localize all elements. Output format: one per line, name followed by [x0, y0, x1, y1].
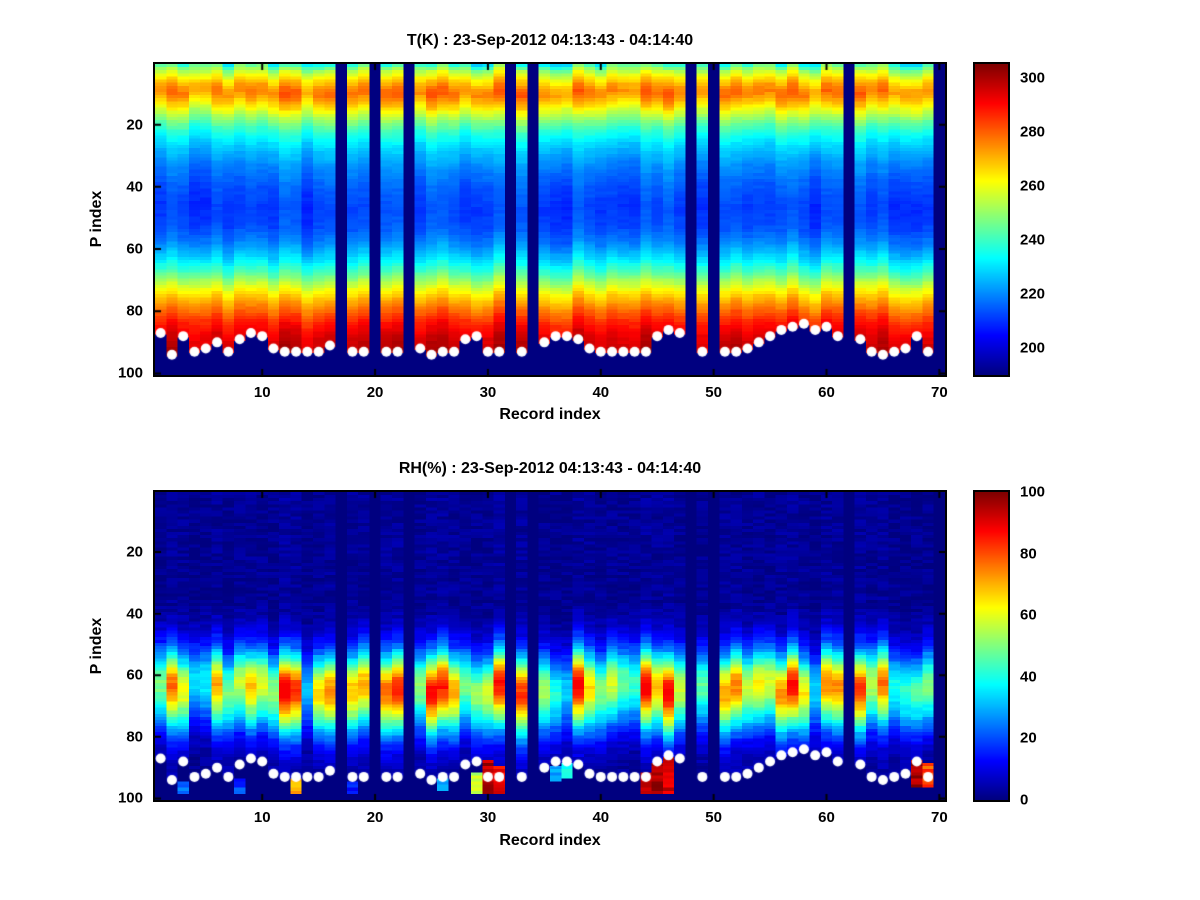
temperature-heatmap [153, 62, 947, 377]
x-tick-label: 50 [705, 809, 722, 826]
colorbar-tick-label: 280 [1020, 123, 1046, 141]
y-tick-label: 80 [126, 302, 143, 320]
colorbar-tick-label: 240 [1020, 231, 1046, 249]
x-tick-label: 70 [931, 384, 948, 401]
colorbar-tick-label: 20 [1020, 729, 1037, 747]
x-tick-label: 60 [818, 384, 835, 401]
colorbar-tick-label: 260 [1020, 177, 1046, 195]
temperature-xaxis-label: Record index [499, 406, 601, 423]
temperature-yaxis-label: P index [88, 190, 105, 248]
colorbar-tick-label: 0 [1020, 791, 1029, 809]
humidity-heatmap [153, 490, 947, 802]
y-tick-label: 20 [126, 116, 143, 134]
y-tick-label: 100 [117, 364, 143, 382]
humidity-colorbar-canvas [975, 492, 1008, 800]
x-tick-label: 10 [253, 809, 271, 826]
humidity-overlay-canvas [155, 492, 945, 800]
colorbar-tick-label: 40 [1020, 668, 1037, 686]
colorbar-tick-label: 220 [1020, 285, 1046, 303]
temperature-plot-title: T(K) : 23-Sep-2012 04:13:43 - 04:14:40 [406, 32, 694, 49]
x-tick-label: 40 [592, 809, 610, 826]
temperature-overlay-canvas [155, 64, 945, 375]
temperature-colorbar [973, 62, 1010, 377]
humidity-xaxis-label: Record index [499, 832, 601, 849]
x-tick-label: 60 [818, 809, 835, 826]
y-tick-label: 20 [126, 543, 143, 561]
y-tick-label: 100 [117, 789, 143, 807]
x-tick-label: 20 [366, 384, 384, 401]
x-tick-label: 30 [479, 384, 497, 401]
temperature-colorbar-canvas [975, 64, 1008, 375]
colorbar-tick-label: 60 [1020, 606, 1037, 624]
humidity-plot-title: RH(%) : 23-Sep-2012 04:13:43 - 04:14:40 [398, 460, 702, 477]
y-tick-label: 60 [126, 240, 143, 258]
humidity-colorbar [973, 490, 1010, 802]
y-tick-label: 40 [126, 605, 143, 623]
y-tick-label: 80 [126, 728, 143, 746]
colorbar-tick-label: 200 [1020, 339, 1046, 357]
colorbar-tick-label: 100 [1020, 483, 1046, 501]
colorbar-tick-label: 80 [1020, 545, 1037, 563]
y-tick-label: 60 [126, 666, 143, 684]
colorbar-tick-label: 300 [1020, 69, 1046, 87]
x-tick-label: 30 [479, 809, 497, 826]
x-tick-label: 20 [366, 809, 384, 826]
humidity-yaxis-label: P index [88, 617, 105, 675]
x-tick-label: 10 [253, 384, 271, 401]
x-tick-label: 50 [705, 384, 722, 401]
y-tick-label: 40 [126, 178, 143, 196]
x-tick-label: 40 [592, 384, 610, 401]
x-tick-label: 70 [931, 809, 948, 826]
